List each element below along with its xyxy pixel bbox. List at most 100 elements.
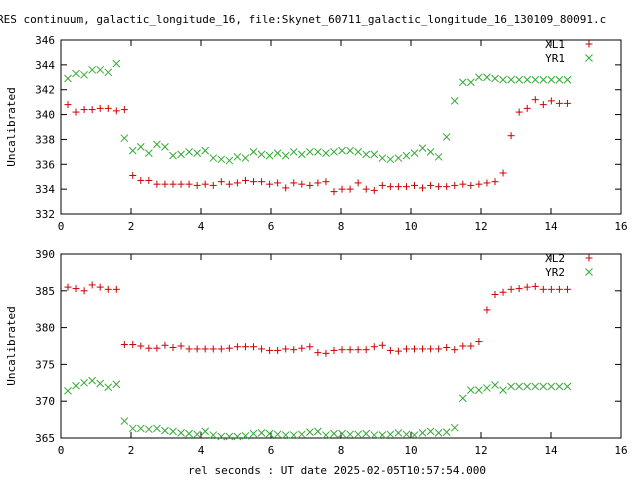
data-point	[378, 341, 386, 349]
data-point	[435, 183, 443, 191]
y-tick-label: 375	[35, 358, 55, 371]
data-point	[104, 68, 113, 77]
data-point	[298, 344, 306, 352]
data-point	[531, 382, 540, 391]
data-point	[161, 426, 169, 435]
data-point	[128, 424, 137, 433]
data-point	[177, 150, 185, 159]
data-point	[322, 178, 330, 186]
data-point	[80, 378, 88, 387]
x-tick-label: 6	[268, 444, 275, 457]
data-point	[193, 181, 201, 189]
data-point	[257, 150, 266, 159]
data-point	[104, 285, 112, 293]
data-point	[427, 345, 435, 353]
data-point	[161, 143, 169, 151]
data-point	[250, 343, 257, 351]
data-point	[523, 75, 532, 84]
data-point	[531, 282, 539, 290]
data-point	[289, 148, 298, 156]
data-point	[233, 432, 242, 441]
data-point	[161, 341, 169, 349]
data-point	[258, 345, 266, 353]
y-tick-label: 370	[35, 395, 55, 408]
data-point	[241, 431, 250, 440]
data-point	[507, 382, 515, 391]
data-point	[282, 184, 290, 192]
data-point	[241, 154, 250, 162]
data-point	[273, 430, 282, 439]
data-point	[209, 345, 217, 353]
data-point	[217, 155, 226, 164]
data-point	[362, 429, 371, 438]
data-point	[458, 394, 467, 403]
data-point	[193, 149, 202, 157]
data-point	[282, 345, 290, 353]
data-point	[451, 346, 459, 354]
data-point	[507, 75, 515, 84]
data-point	[354, 148, 363, 156]
data-point	[209, 431, 218, 439]
x-tick-label: 14	[544, 444, 558, 457]
data-point	[523, 104, 531, 112]
data-point	[346, 430, 354, 439]
data-point	[411, 181, 418, 189]
legend-label: XL1	[545, 38, 565, 51]
data-point	[426, 427, 435, 436]
data-point	[169, 151, 177, 160]
data-point	[72, 381, 80, 390]
data-point	[153, 140, 161, 149]
data-point	[483, 73, 491, 82]
data-point	[201, 146, 210, 155]
data-point	[88, 281, 96, 289]
data-point	[217, 432, 226, 441]
data-point	[330, 148, 338, 156]
data-point	[258, 178, 266, 186]
data-point	[547, 285, 555, 293]
data-point	[96, 283, 104, 291]
legend-marker	[585, 268, 593, 276]
legend-marker	[585, 40, 593, 48]
legend-label: YR1	[545, 52, 565, 65]
data-point	[378, 431, 387, 439]
data-point	[88, 106, 96, 114]
data-point	[419, 345, 427, 353]
data-point	[266, 346, 274, 354]
data-point	[169, 427, 177, 436]
plot-frame	[60, 253, 622, 439]
data-point	[217, 178, 225, 186]
data-point	[298, 180, 306, 188]
data-point	[153, 180, 161, 188]
x-tick-label: 8	[338, 444, 345, 457]
data-point	[386, 183, 394, 191]
data-point	[458, 78, 467, 87]
data-point	[443, 183, 451, 191]
data-point	[297, 150, 306, 159]
data-point	[193, 430, 202, 439]
x-tick-label: 10	[404, 444, 417, 457]
data-point	[250, 178, 257, 186]
data-point	[233, 152, 242, 161]
data-point	[153, 344, 161, 352]
data-point	[281, 431, 290, 439]
y-tick-label: 340	[35, 109, 55, 122]
data-point	[362, 150, 371, 159]
data-point	[394, 347, 402, 355]
data-point	[338, 346, 346, 354]
legend-label: YR2	[545, 266, 565, 279]
data-point	[475, 73, 483, 82]
data-point	[338, 185, 346, 193]
data-point	[555, 382, 564, 391]
data-point	[96, 379, 105, 388]
data-point	[330, 346, 338, 354]
legend-label: XL2	[545, 252, 565, 265]
data-point	[177, 180, 185, 188]
data-point	[96, 104, 104, 112]
data-point	[306, 343, 314, 351]
data-point	[467, 181, 475, 189]
data-point	[507, 285, 515, 293]
data-point	[466, 386, 475, 395]
data-point	[161, 180, 169, 188]
data-point	[483, 306, 491, 314]
